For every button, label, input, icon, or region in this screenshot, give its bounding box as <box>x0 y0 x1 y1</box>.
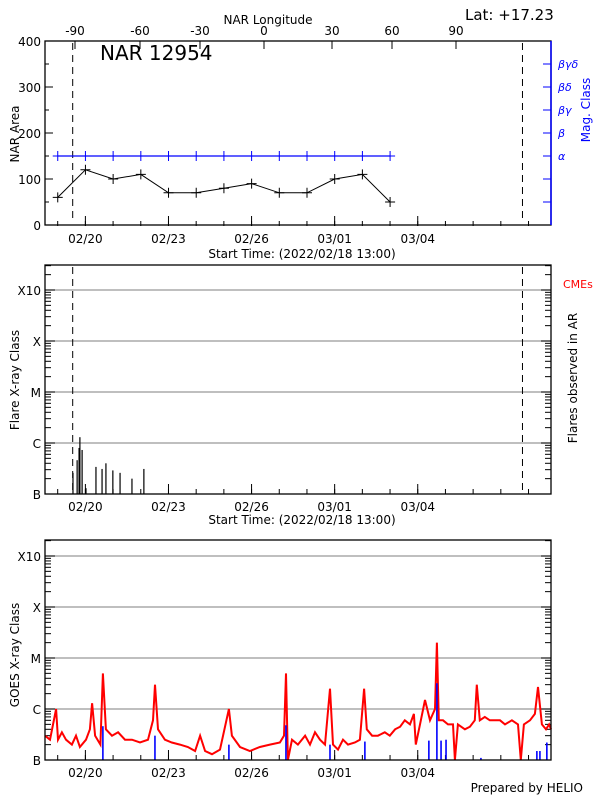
plot-frame <box>44 264 552 495</box>
y-tick-label: M <box>31 652 41 666</box>
y-tick-label: 100 <box>18 173 41 187</box>
top-tick-label: -60 <box>130 24 150 38</box>
nar-area-point <box>357 169 368 180</box>
y-tick-label: 0 <box>33 219 41 233</box>
nar-area-point <box>135 169 146 180</box>
x-tick-label: 02/20 <box>68 766 103 780</box>
x-tick-label: 03/04 <box>400 232 435 246</box>
x-tick-label: 03/04 <box>400 500 435 514</box>
y2-axis-title: Flares observed in AR <box>566 313 580 443</box>
mag-class-point <box>191 151 202 161</box>
y-tick-label: B <box>33 488 41 502</box>
nar-area-point <box>218 183 229 194</box>
nar-area-point <box>274 187 285 198</box>
mag-class-point <box>246 151 257 161</box>
y-axis-title: GOES X-ray Class <box>8 603 22 707</box>
x-tick-label: 02/26 <box>234 500 269 514</box>
region-title: NAR 12954 <box>100 41 213 65</box>
goes-xray-panel: GOES X-ray Class B C M X X10 02/20 02/23 02/26 0… <box>8 539 552 780</box>
x-tick-label: 03/01 <box>317 232 352 246</box>
x-tick-label: 02/23 <box>151 500 186 514</box>
y-tick-label: X <box>33 601 41 615</box>
x-tick-label: 02/26 <box>234 766 269 780</box>
mag-tick-label: βδ <box>557 81 572 94</box>
x-tick-label: 03/01 <box>317 500 352 514</box>
x-tick-label: 02/23 <box>151 766 186 780</box>
y-tick-label: C <box>33 703 41 717</box>
mag-class-point <box>52 151 63 161</box>
top-tick-label: 30 <box>324 24 339 38</box>
y-tick-label: 300 <box>18 81 41 95</box>
y-tick-label: X10 <box>18 284 42 298</box>
mag-class-point <box>385 151 396 161</box>
x-tick-label: 02/20 <box>68 500 103 514</box>
mag-class-point <box>357 151 368 161</box>
y-tick-label: 400 <box>18 35 41 49</box>
nar-area-panel: NAR Longitude NAR 12954 Start Time: (202… <box>8 13 593 261</box>
y-axis-title: Flare X-ray Class <box>8 330 22 430</box>
mag-class-point <box>274 151 285 161</box>
top-axis-title: NAR Longitude <box>223 13 312 27</box>
nar-area-point <box>191 187 202 198</box>
nar-area-point <box>52 192 63 203</box>
y-tick-label: C <box>33 437 41 451</box>
y-tick-label: X <box>33 335 41 349</box>
nar-area-point <box>163 187 174 198</box>
x-tick-label: 03/01 <box>317 766 352 780</box>
top-tick-label: -30 <box>190 24 210 38</box>
plot-frame <box>44 539 552 761</box>
mag-class-point <box>218 151 229 161</box>
mag-class-point <box>329 151 340 161</box>
top-tick-label: 60 <box>384 24 399 38</box>
mag-class-point <box>163 151 174 161</box>
latitude-label: Lat: +17.23 <box>465 6 554 24</box>
nar-area-point <box>108 174 119 184</box>
x-tick-label: 02/26 <box>234 232 269 246</box>
y-axis-title: NAR Area <box>8 106 22 163</box>
top-tick-label: 90 <box>448 24 463 38</box>
y2-axis-title: Mag. Class <box>579 78 593 143</box>
x-tick-label: 02/23 <box>151 232 186 246</box>
nar-area-point <box>385 197 396 207</box>
x-tick-label: 03/04 <box>400 766 435 780</box>
nar-area-point <box>329 174 340 184</box>
flare-class-panel: Start Time: (2022/02/18 13:00) Flare X-r… <box>8 264 593 527</box>
y-tick-label: B <box>33 754 41 768</box>
top-tick-label: 0 <box>260 24 268 38</box>
nar-area-point <box>246 178 257 189</box>
mag-class-point <box>135 151 146 161</box>
nar-area-point <box>80 164 91 175</box>
mag-tick-label: βγδ <box>557 58 579 71</box>
footer-credit: Prepared by HELIO <box>471 781 583 795</box>
goes-flux-line <box>44 642 552 761</box>
x-tick-label: 02/20 <box>68 232 103 246</box>
y-tick-label: 200 <box>18 127 41 141</box>
y-tick-label: X10 <box>18 550 42 564</box>
nar-area-point <box>302 187 313 198</box>
x-axis-title: Start Time: (2022/02/18 13:00) <box>208 247 395 261</box>
top-tick-label: -90 <box>65 24 85 38</box>
mag-class-point <box>80 151 91 161</box>
plot-frame <box>44 40 552 226</box>
mag-tick-label: α <box>558 150 566 163</box>
mag-class-point <box>302 151 313 161</box>
y-tick-label: M <box>31 386 41 400</box>
mag-tick-label: βγ <box>557 104 572 117</box>
mag-class-point <box>108 151 119 161</box>
mag-tick-label: β <box>557 127 565 140</box>
cme-legend: CMEs <box>563 278 593 291</box>
x-axis-title: Start Time: (2022/02/18 13:00) <box>208 513 395 527</box>
